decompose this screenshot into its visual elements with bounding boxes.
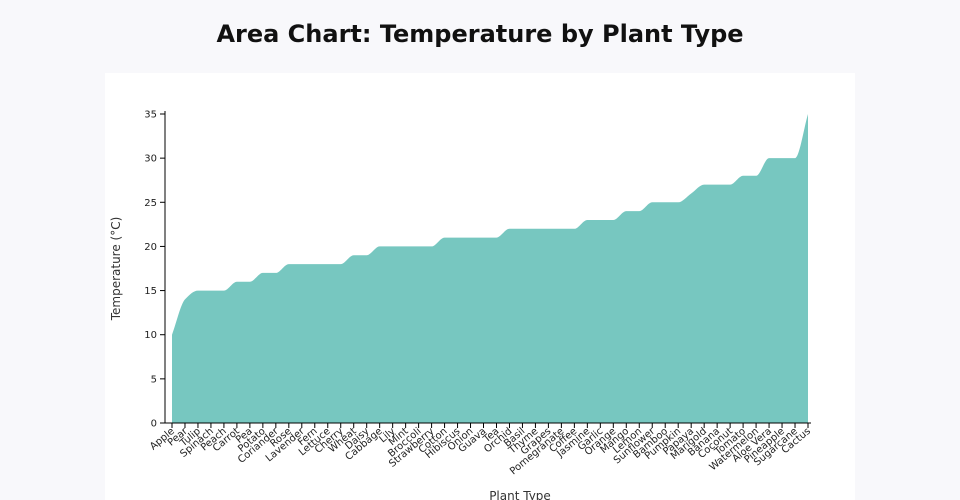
x-axis-title: Plant Type [489,489,551,500]
y-tick-label: 35 [144,110,157,121]
y-tick-label: 5 [151,374,157,385]
area-layer [172,114,808,423]
y-tick-label: 20 [144,242,157,253]
area-chart: 0 5 10 15 20 25 30 35 ApplePearTulipSpinachPeac… [109,110,813,500]
chart-panel: 0 5 10 15 20 25 30 35 Apple Pear Tulip Spinach Peac… [105,73,855,500]
y-axis: 0 5 10 15 20 25 30 35 [144,110,166,430]
y-tick-label: 10 [144,330,157,341]
y-tick-label: 15 [144,286,157,297]
x-axis: ApplePearTulipSpinachPeachCarrotPeaPotat… [148,422,813,477]
y-tick-label: 0 [151,419,157,430]
y-tick-label: 25 [144,198,157,209]
area-series [172,114,808,423]
y-tick-label: 30 [144,154,157,165]
chart-title: Area Chart: Temperature by Plant Type [216,20,744,48]
y-axis-title: Temperature (°C) [109,217,123,322]
